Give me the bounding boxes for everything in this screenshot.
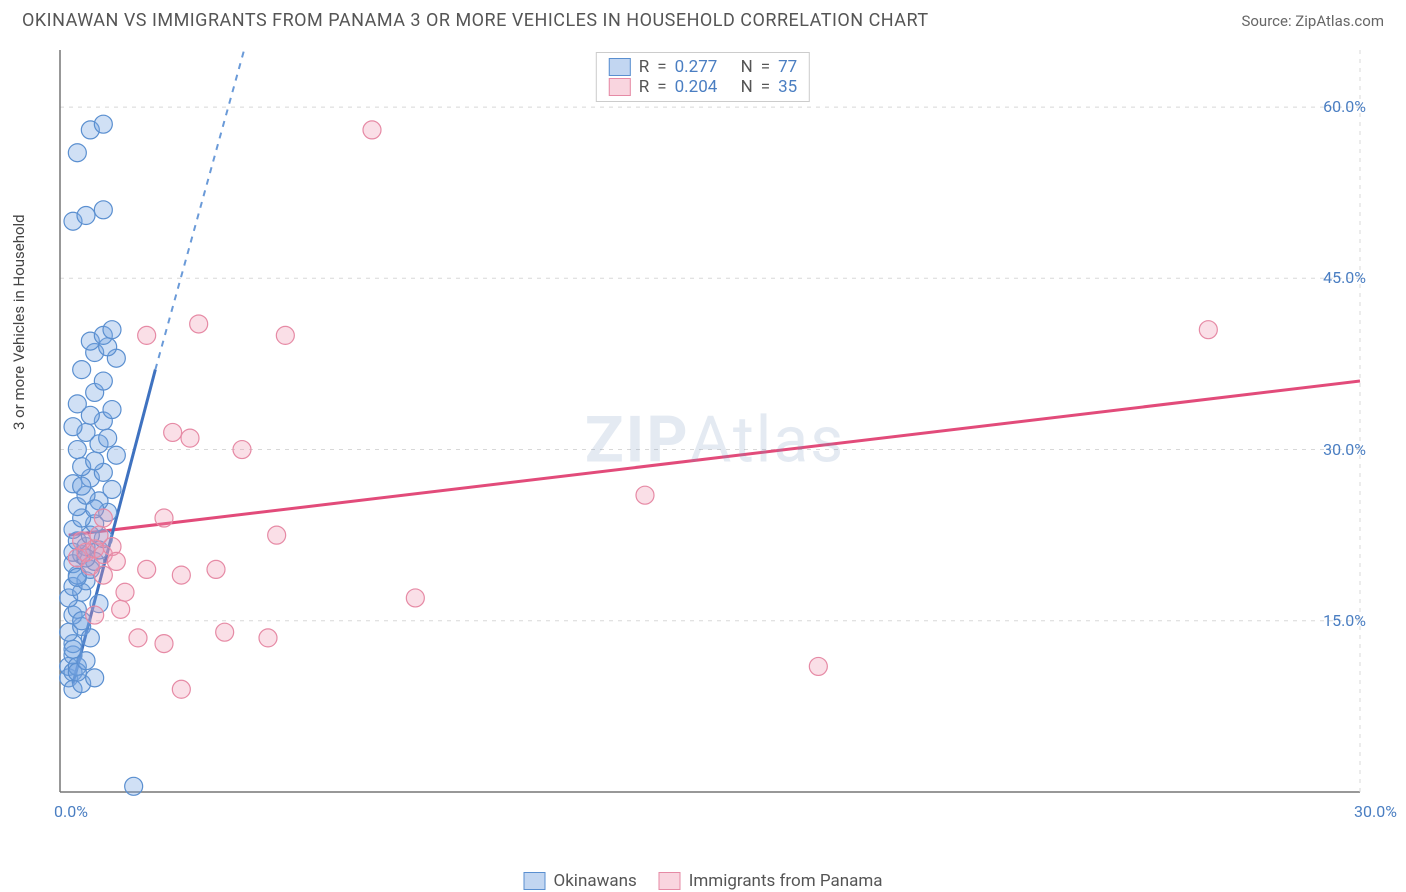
legend-swatch — [659, 872, 681, 890]
legend-eq: = — [761, 77, 770, 97]
series-legend: Okinawans Immigrants from Panama — [524, 871, 883, 891]
x-tick-label: 0.0% — [54, 802, 88, 821]
legend-eq: = — [761, 57, 770, 77]
legend-series-label: Immigrants from Panama — [689, 871, 883, 891]
correlation-legend: R = 0.277 N = 77 R = 0.204 N = 35 — [596, 52, 810, 102]
plot-area: ZIPAtlas 15.0%30.0%45.0%60.0%0.0%30.0% — [50, 50, 1380, 830]
legend-eq: = — [657, 57, 666, 77]
x-tick-label: 30.0% — [1354, 802, 1397, 821]
source-label: Source: ZipAtlas.com — [1241, 12, 1384, 30]
legend-n-label: N — [741, 77, 753, 97]
legend-swatch — [524, 872, 546, 890]
y-tick-label: 30.0% — [1323, 440, 1366, 459]
legend-n-label: N — [741, 57, 753, 77]
chart-title: OKINAWAN VS IMMIGRANTS FROM PANAMA 3 OR … — [22, 10, 929, 31]
y-axis-label: 3 or more Vehicles in Household — [10, 214, 28, 430]
legend-swatch — [609, 58, 631, 76]
legend-item: Immigrants from Panama — [659, 871, 883, 891]
legend-swatch — [609, 78, 631, 96]
legend-r-value: 0.204 — [675, 77, 733, 97]
legend-n-value: 77 — [778, 57, 797, 77]
legend-r-label: R — [639, 57, 649, 77]
scatter-chart — [50, 50, 1380, 830]
y-tick-label: 45.0% — [1323, 268, 1366, 287]
legend-n-value: 35 — [778, 77, 797, 97]
legend-r-value: 0.277 — [675, 57, 733, 77]
y-tick-label: 60.0% — [1323, 97, 1366, 116]
legend-item: Okinawans — [524, 871, 637, 891]
legend-r-label: R — [639, 77, 649, 97]
y-tick-label: 15.0% — [1323, 611, 1366, 630]
legend-row: R = 0.204 N = 35 — [609, 77, 797, 97]
legend-series-label: Okinawans — [554, 871, 637, 891]
title-bar: OKINAWAN VS IMMIGRANTS FROM PANAMA 3 OR … — [0, 0, 1406, 37]
legend-row: R = 0.277 N = 77 — [609, 57, 797, 77]
legend-eq: = — [657, 77, 666, 97]
